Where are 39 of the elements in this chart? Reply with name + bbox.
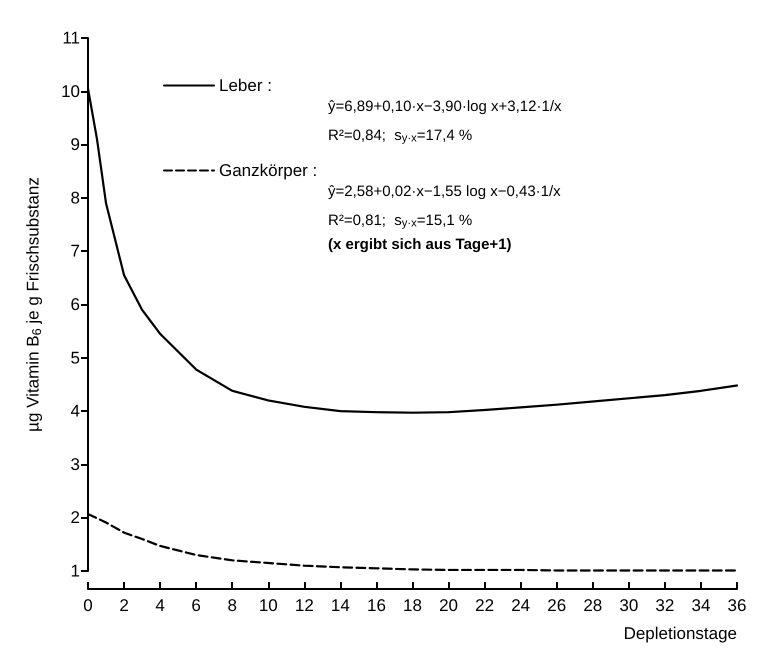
x-tick-label: 16 xyxy=(366,596,386,615)
annotation: (x ergibt sich aus Tage+1) xyxy=(328,236,512,253)
legend-label: Leber : xyxy=(219,76,272,95)
x-tick-label: 14 xyxy=(330,596,350,615)
y-tick-label: 8 xyxy=(70,188,80,208)
x-tick-label: 18 xyxy=(403,596,422,615)
x-tick-label: 30 xyxy=(619,596,638,615)
y-tick-label: 5 xyxy=(70,348,80,368)
y-tick-label: 4 xyxy=(70,402,80,421)
y-tick-label: 11 xyxy=(62,28,80,48)
x-tick-label: 28 xyxy=(583,596,602,615)
x-axis-title: Depletionstage xyxy=(624,624,737,643)
y-tick-label: 3 xyxy=(70,454,80,474)
x-tick-label: 34 xyxy=(691,596,710,615)
x-tick-label: 8 xyxy=(227,596,237,615)
x-tick-label: 36 xyxy=(728,596,746,615)
x-tick-label: 22 xyxy=(475,596,494,615)
x-tick-label: 2 xyxy=(119,596,129,615)
y-tick-label: 7 xyxy=(70,242,80,261)
annotation: ŷ=6,89+0,10·x−3,90·log x+3,12·1/x xyxy=(328,98,562,115)
y-tick-label: 9 xyxy=(70,135,80,154)
x-tick-label: 6 xyxy=(191,596,201,615)
y-tick-label: 10 xyxy=(61,82,80,101)
annotation: R²=0,84; sy·x=17,4 % xyxy=(328,127,472,144)
annotation: ŷ=2,58+0,02·x−1,55 log x−0,43·1/x xyxy=(328,183,562,200)
x-tick-label: 24 xyxy=(511,596,530,615)
x-tick-label: 12 xyxy=(294,596,314,615)
y-tick-label: 2 xyxy=(70,508,80,528)
x-tick-label: 26 xyxy=(547,596,566,615)
x-tick-label: 4 xyxy=(155,596,165,615)
legend-label: Ganzkörper : xyxy=(219,161,318,180)
y-tick-label: 6 xyxy=(70,295,80,314)
x-tick-label: 20 xyxy=(439,596,458,615)
annotation: R²=0,81; sy·x=15,1 % xyxy=(328,212,472,230)
x-tick-label: 32 xyxy=(655,596,674,615)
y-axis-title: µg Vitamin B6 je g Frischsubstanz xyxy=(24,177,44,432)
x-tick-label: 10 xyxy=(258,596,278,615)
y-tick-label: 1 xyxy=(70,562,80,580)
x-tick-label: 0 xyxy=(83,596,93,615)
